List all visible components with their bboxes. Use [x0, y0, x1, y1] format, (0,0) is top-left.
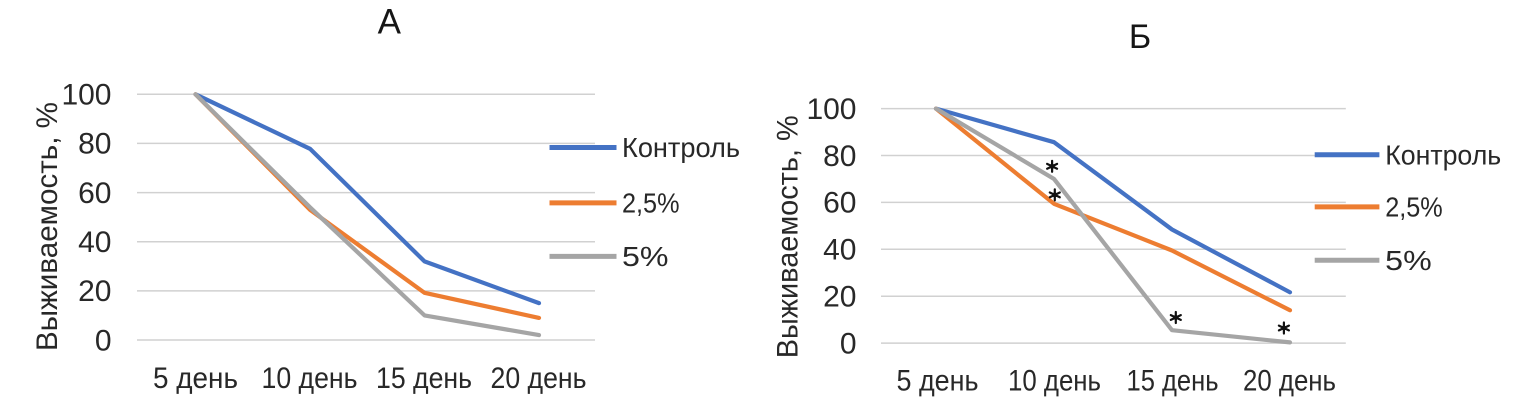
svg-text:2,5%: 2,5%	[622, 187, 680, 218]
svg-text:100: 100	[806, 93, 856, 126]
svg-text:Выживаемость, %: Выживаемость, %	[771, 115, 804, 358]
svg-text:20: 20	[823, 281, 856, 314]
svg-text:Контроль: Контроль	[1385, 139, 1501, 170]
svg-text:20 день: 20 день	[1243, 364, 1336, 397]
svg-text:20 день: 20 день	[491, 362, 587, 395]
svg-text:10 день: 10 день	[1008, 364, 1101, 397]
svg-text:15 день: 15 день	[1127, 364, 1219, 397]
svg-text:60: 60	[823, 187, 856, 220]
svg-text:0: 0	[95, 324, 112, 357]
svg-text:20: 20	[78, 275, 111, 308]
svg-text:80: 80	[78, 128, 111, 161]
svg-text:А: А	[378, 3, 402, 42]
svg-text:Б: Б	[1129, 18, 1151, 56]
svg-text:Выживаемость, %: Выживаемость, %	[31, 102, 64, 351]
svg-text:2,5%: 2,5%	[1385, 192, 1443, 223]
svg-text:5 день: 5 день	[153, 362, 238, 395]
svg-text:Контроль: Контроль	[622, 132, 740, 163]
svg-text:100: 100	[61, 79, 111, 112]
svg-text:5%: 5%	[1385, 245, 1432, 276]
svg-text:5%: 5%	[622, 241, 669, 272]
svg-text:40: 40	[78, 226, 111, 259]
svg-text:80: 80	[823, 140, 856, 173]
svg-text:15 день: 15 день	[376, 362, 472, 395]
svg-text:60: 60	[78, 177, 111, 210]
svg-text:10 день: 10 день	[262, 362, 358, 395]
svg-text:0: 0	[840, 327, 857, 360]
svg-text:40: 40	[823, 234, 856, 267]
svg-text:5 день: 5 день	[897, 364, 979, 397]
